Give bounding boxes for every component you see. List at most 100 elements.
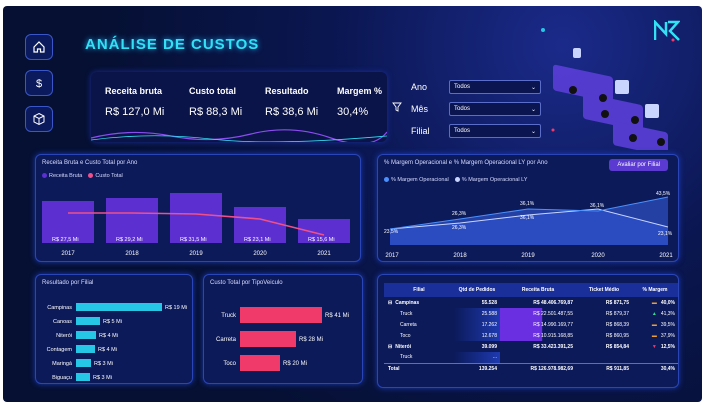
box-button[interactable] — [25, 106, 53, 132]
svg-text:$: $ — [36, 78, 42, 90]
x-tick: 2020 — [253, 251, 267, 257]
cell-filial: Toco — [384, 330, 454, 341]
filial-select[interactable]: Todos ⌄ — [449, 124, 541, 138]
col-header-receita[interactable]: Receita Bruta — [500, 283, 576, 297]
trend-neutral-icon: ▬ — [651, 299, 657, 306]
table-row[interactable]: ⊟ Niterói 39.099 R$ 33.423.391,25 R$ 854,84 ▼… — [384, 341, 678, 352]
x-tick: 2017 — [385, 253, 399, 259]
resultado-filial-chart: Resultado por Filial Campinas Canoas Nit… — [35, 274, 193, 384]
col-header-pedidos[interactable]: Qtd de Pedidos — [454, 283, 500, 297]
col-header-filial[interactable]: Filial — [384, 283, 454, 297]
hbar-plot: Truck Carreta Toco R$ 41 Mi R$ 28 Mi R$ … — [216, 307, 349, 371]
margem-value: 41,3% — [660, 310, 675, 317]
cell-filial: Truck — [384, 352, 454, 363]
col-header-ticket[interactable]: Ticket Médio — [576, 283, 632, 297]
cell-filial: Carreta — [384, 319, 454, 330]
table-row[interactable]: Truck... — [384, 352, 678, 363]
cell-margem: ▼ 12,5% — [632, 341, 678, 352]
cell-ticket: R$ 868,39 — [605, 321, 629, 328]
area-plot: 23,5% 26,3% 36,1% 36,1% 43,5% 23,1% 36,1… — [384, 191, 673, 259]
bar-canoas — [76, 317, 100, 325]
home-button[interactable] — [25, 34, 53, 60]
chart-title: Resultado por Filial — [42, 280, 94, 286]
x-tick: 2021 — [659, 253, 673, 259]
kpi-value: R$ 88,3 Mi — [189, 106, 243, 118]
cell-receita: R$ 48.406.769,87 — [533, 299, 573, 306]
chart-title: Receita Bruta e Custo Total por Ano — [42, 160, 138, 166]
kpi-value: R$ 38,6 Mi — [265, 106, 319, 118]
dollar-icon: $ — [36, 78, 42, 90]
kpi-margem: Margem % 30,4% — [337, 86, 382, 118]
cell-margem — [632, 352, 678, 363]
filter-label: Mês — [411, 104, 429, 114]
cell-filial: ⊟ Niterói — [384, 341, 454, 352]
chevron-down-icon: ⌄ — [530, 106, 536, 113]
x-tick: 2017 — [61, 251, 75, 257]
cell-margem: ▬ 37,9% — [632, 330, 678, 341]
table-row[interactable]: ⊟ Campinas 55.528 R$ 48.406.769,87 R$ 871,75… — [384, 297, 678, 308]
table-row[interactable]: Carreta 17.262 R$ 14.990.169,77 R$ 868,39 ▬ 3… — [384, 319, 678, 330]
y-tick: Toco — [223, 361, 236, 367]
cell-margem: ▬ 40,0% — [632, 297, 678, 308]
filial-name: Campinas — [395, 299, 420, 306]
bar-label: R$ 15,6 Mi — [308, 237, 335, 243]
cell-pedidos: 17.262 — [454, 319, 500, 330]
legend-item: Receita Bruta — [42, 173, 82, 179]
finance-button[interactable]: $ — [25, 70, 53, 96]
bar-maringa — [76, 359, 91, 367]
margem-area — [390, 197, 668, 245]
legend-item: % Margem Operacional LY — [454, 177, 527, 183]
y-tick: Truck — [221, 313, 237, 319]
cell-filial: Truck — [384, 308, 454, 319]
col-header-margem[interactable]: % Margem — [632, 283, 678, 297]
home-icon — [33, 41, 45, 53]
collapse-icon[interactable]: ⊟ — [388, 343, 393, 350]
chart-title: Custo Total por TipoVeiculo — [210, 280, 283, 286]
collapse-icon[interactable]: ⊟ — [388, 299, 393, 306]
bar-2017 — [42, 201, 94, 243]
bar-2020 — [234, 207, 286, 243]
page-title: ANÁLISE DE CUSTOS — [85, 36, 260, 53]
table-total-row: Total 139.254 R$ 126.978.982,69 R$ 911,8… — [384, 363, 678, 374]
cell-ticket: R$ 854,84 — [605, 343, 629, 350]
ano-select[interactable]: Todos ⌄ — [449, 80, 541, 94]
select-value: Todos — [454, 128, 471, 134]
table-row[interactable]: Truck 25.588 R$ 22.501.487,55 R$ 879,37 ▲ 41,… — [384, 308, 678, 319]
cell-ticket: R$ 879,37 — [605, 310, 629, 317]
avaliar-filial-button[interactable]: Avaliar por Filial — [609, 159, 668, 171]
filter-icon[interactable] — [392, 102, 402, 112]
filters: Ano Todos ⌄ Mês Todos ⌄ Filial Todos ⌄ — [411, 76, 551, 140]
legend-item: % Margem Operacional — [384, 177, 449, 183]
total-margem: 30,4% — [660, 365, 675, 372]
table-row[interactable]: Toco 12.678 R$ 10.915.168,85 R$ 860,95 ▬ 37,9… — [384, 330, 678, 341]
cell-receita: R$ 10.915.168,85 — [500, 330, 576, 341]
filter-filial: Filial Todos ⌄ — [411, 120, 551, 142]
kpi-receita: Receita bruta R$ 127,0 Mi — [105, 86, 164, 118]
bar-label: R$ 5 Mi — [103, 319, 122, 325]
bar-niteroi — [76, 331, 96, 339]
filter-ano: Ano Todos ⌄ — [411, 76, 551, 98]
mes-select[interactable]: Todos ⌄ — [449, 102, 541, 116]
chevron-down-icon: ⌄ — [530, 128, 536, 135]
filter-mes: Mês Todos ⌄ — [411, 98, 551, 120]
x-tick: 2018 — [453, 253, 467, 259]
hbar-plot: Campinas Canoas Niterói Contagem Maringá… — [47, 303, 187, 381]
total-label: Total — [388, 365, 400, 372]
bar-toco — [240, 355, 280, 371]
cell-pedidos: 12.678 — [454, 330, 500, 341]
y-tick: Campinas — [47, 305, 72, 311]
bar-campinas — [76, 303, 162, 311]
trend-neutral-icon: ▬ — [651, 321, 657, 328]
kpi-resultado: Resultado R$ 38,6 Mi — [265, 86, 318, 118]
bar-label: R$ 23,1 Mi — [244, 237, 271, 243]
total-ticket: R$ 911,85 — [606, 365, 629, 372]
kpi-panel: Receita bruta R$ 127,0 Mi Custo total R$… — [91, 72, 387, 142]
margem-line — [389, 196, 669, 230]
margem-value: 12,5% — [660, 343, 675, 350]
x-tick: 2019 — [521, 253, 535, 259]
y-tick: Niterói — [56, 333, 72, 339]
margem-value: 39,5% — [660, 321, 675, 328]
kpi-value: R$ 127,0 Mi — [105, 106, 165, 118]
x-tick: 2020 — [591, 253, 605, 259]
nav-rail: $ — [25, 34, 59, 142]
